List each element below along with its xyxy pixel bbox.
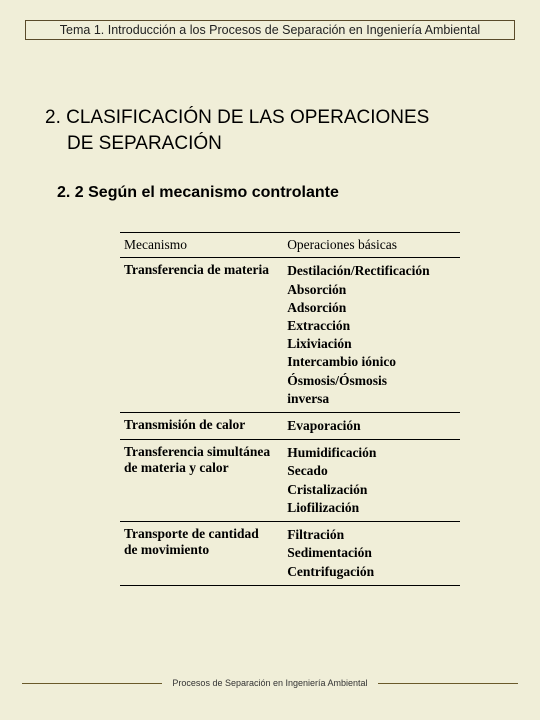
- table-col-mechanism: Mecanismo: [120, 233, 283, 258]
- operation-item: Evaporación: [287, 417, 452, 435]
- section-number: 2.: [45, 105, 61, 131]
- operation-item: Sedimentación: [287, 544, 452, 562]
- operation-item: Centrifugación: [287, 563, 452, 581]
- operations-cell: HumidificaciónSecadoCristalizaciónLiofil…: [283, 440, 460, 522]
- operation-item: Secado: [287, 462, 452, 480]
- footer-rule-right: [378, 683, 518, 684]
- operation-item: Liofilización: [287, 499, 452, 517]
- subsection-title: 2. 2 Según el mecanismo controlante: [57, 184, 510, 202]
- operation-item: Intercambio iónico: [287, 353, 452, 371]
- table-col-operations: Operaciones básicas: [283, 233, 460, 258]
- footer-rule-left: [22, 683, 162, 684]
- section-title-line1: CLASIFICACIÓN DE LAS OPERACIONES: [66, 107, 429, 128]
- table-row: Transferencia simultánea de materia y ca…: [120, 440, 460, 522]
- mechanism-cell: Transporte de cantidad de movimiento: [120, 522, 283, 586]
- operation-item: inversa: [287, 390, 452, 408]
- classification-table: Mecanismo Operaciones básicas Transferen…: [120, 232, 460, 586]
- section-title-line2: DE SEPARACIÓN: [45, 131, 510, 157]
- table-header-row: Mecanismo Operaciones básicas: [120, 233, 460, 258]
- main-content: 2. CLASIFICACIÓN DE LAS OPERACIONES DE S…: [45, 105, 510, 586]
- operations-cell: Evaporación: [283, 413, 460, 440]
- operation-item: Filtración: [287, 526, 452, 544]
- table-row: Transporte de cantidad de movimientoFilt…: [120, 522, 460, 586]
- operations-cell: Destilación/RectificaciónAbsorciónAdsorc…: [283, 258, 460, 413]
- operation-item: Absorción: [287, 281, 452, 299]
- operation-item: Humidificación: [287, 444, 452, 462]
- mechanism-cell: Transferencia de materia: [120, 258, 283, 413]
- topic-header-box: Tema 1. Introducción a los Procesos de S…: [25, 20, 515, 40]
- topic-header-text: Tema 1. Introducción a los Procesos de S…: [60, 23, 480, 37]
- operations-cell: FiltraciónSedimentaciónCentrifugación: [283, 522, 460, 586]
- footer-text: Procesos de Separación en Ingeniería Amb…: [166, 678, 373, 688]
- operation-item: Destilación/Rectificación: [287, 262, 452, 280]
- mechanism-cell: Transmisión de calor: [120, 413, 283, 440]
- footer: Procesos de Separación en Ingeniería Amb…: [0, 674, 540, 692]
- operation-item: Adsorción: [287, 299, 452, 317]
- operation-item: Lixiviación: [287, 335, 452, 353]
- operation-item: Extracción: [287, 317, 452, 335]
- mechanism-cell: Transferencia simultánea de materia y ca…: [120, 440, 283, 522]
- operation-item: Cristalización: [287, 481, 452, 499]
- table-row: Transferencia de materiaDestilación/Rect…: [120, 258, 460, 413]
- operation-item: Ósmosis/Ósmosis: [287, 372, 452, 390]
- section-title: 2. CLASIFICACIÓN DE LAS OPERACIONES DE S…: [45, 105, 510, 156]
- table-row: Transmisión de calorEvaporación: [120, 413, 460, 440]
